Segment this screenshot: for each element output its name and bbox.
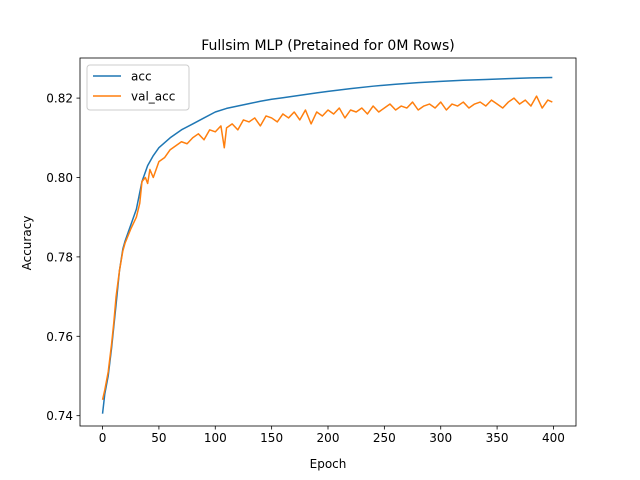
y-tick-label: 0.78 bbox=[46, 250, 73, 264]
x-tick-label: 50 bbox=[151, 431, 166, 445]
legend-label-val-acc: val_acc bbox=[131, 90, 175, 104]
x-tick-label: 250 bbox=[373, 431, 396, 445]
series-line-val-acc bbox=[101, 95, 553, 400]
x-tick-label: 400 bbox=[542, 431, 565, 445]
y-tick-label: 0.80 bbox=[46, 171, 73, 185]
y-axis-label: Accuracy bbox=[20, 216, 34, 271]
y-tick-label: 0.82 bbox=[46, 92, 73, 106]
legend-label-acc: acc bbox=[131, 70, 152, 84]
y-tick-label: 0.74 bbox=[46, 409, 73, 423]
x-tick-label: 300 bbox=[429, 431, 452, 445]
plot-area: 0 50 100 150 200 250 300 350 400 0.74 0.76 0.78 0.80… bbox=[46, 57, 577, 445]
x-tick-label: 200 bbox=[317, 431, 340, 445]
x-tick-label: 0 bbox=[99, 431, 107, 445]
x-axis-label: Epoch bbox=[310, 457, 347, 471]
chart-title: Fullsim MLP (Pretained for 0M Rows) bbox=[201, 38, 455, 54]
x-tick-label: 150 bbox=[260, 431, 283, 445]
y-tick-label: 0.76 bbox=[46, 330, 73, 344]
x-tick-label: 350 bbox=[486, 431, 509, 445]
x-tick-label: 100 bbox=[204, 431, 227, 445]
legend: acc val_acc bbox=[86, 64, 190, 111]
